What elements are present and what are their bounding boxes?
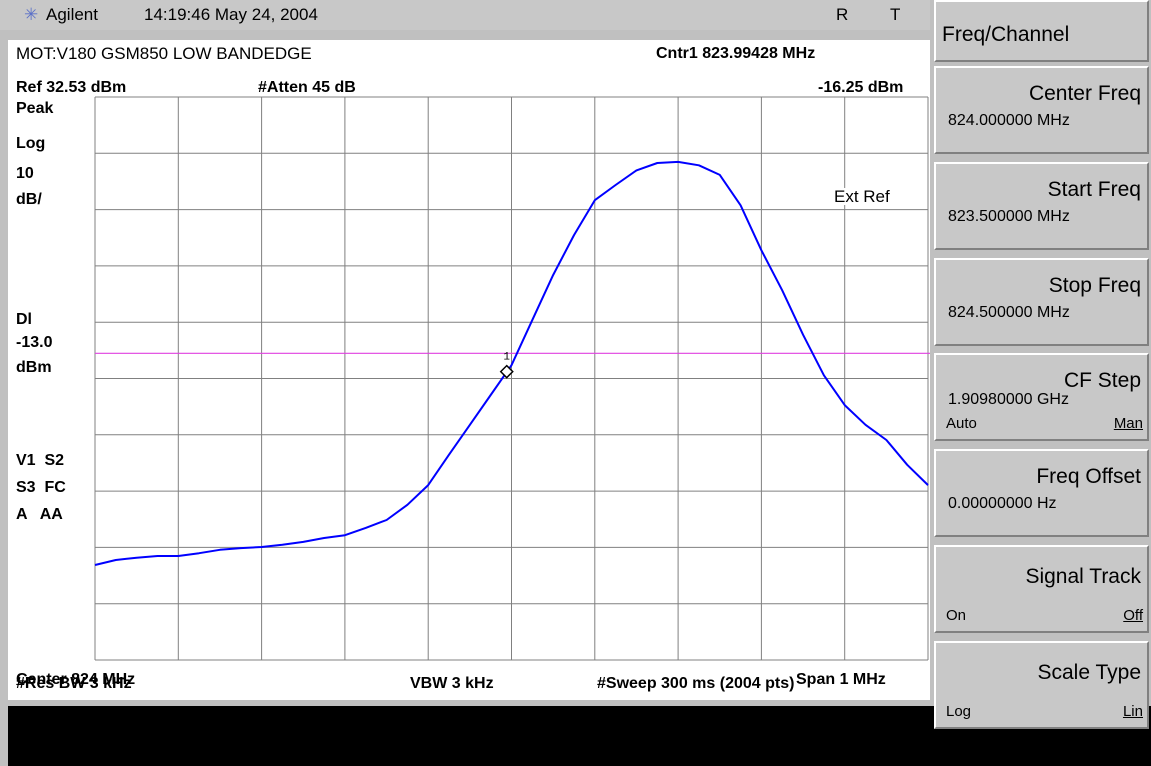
status: A AA — [16, 506, 63, 523]
softkey-value: 824.500000 MHz — [948, 304, 1070, 321]
trace-plot: 1 — [94, 96, 930, 661]
softkey[interactable]: Scale Type Log Lin — [934, 641, 1149, 729]
display: 1 MOT:V180 GSM850 LOW BANDEDGE Cntr1 823… — [8, 40, 930, 700]
marker-number: 1 — [503, 352, 510, 364]
menu-title-text: Freq/Channel — [942, 23, 1070, 46]
dl-value: -13.0 — [16, 334, 53, 351]
rbw: #Res BW 3 kHz — [16, 675, 132, 692]
dl-label: Dl — [16, 311, 32, 328]
timestamp: 14:19:46 May 24, 2004 — [144, 5, 318, 24]
softkey[interactable]: CF Step 1.90980000 GHz Auto Man — [934, 353, 1149, 441]
softkey-value: 823.500000 MHz — [948, 208, 1070, 225]
dl-unit: dBm — [16, 359, 52, 376]
softkey[interactable]: Freq Offset 0.00000000 Hz — [934, 449, 1149, 537]
softkey-option: On — [946, 607, 967, 624]
softkey[interactable]: Start Freq 823.500000 MHz — [934, 162, 1149, 250]
softkey-option: Auto — [946, 415, 977, 432]
side-label: Log — [16, 135, 46, 152]
status: S3 FC — [16, 479, 66, 496]
softkey-label: Freq Offset — [1036, 465, 1141, 488]
marker-level: -16.25 dBm — [818, 79, 904, 96]
logo: ✳ — [24, 5, 39, 24]
ref-level: Ref 32.53 dBm — [16, 79, 127, 96]
softkey-value: 1.90980000 GHz — [948, 391, 1069, 408]
menu-title: Freq/Channel — [934, 0, 1149, 62]
softkey-value: 0.00000000 Hz — [948, 495, 1057, 512]
indicator: T — [890, 5, 901, 24]
side-label: Peak — [16, 100, 54, 117]
sweep: #Sweep 300 ms (2004 pts) — [597, 675, 795, 692]
side-label: 10 — [16, 165, 34, 182]
softkey-option: Log — [946, 703, 972, 720]
title-bar: ✳ Agilent 14:19:46 May 24, 2004 R T — [0, 0, 930, 30]
softkey-label: Center Freq — [1028, 82, 1141, 105]
softkey[interactable]: Stop Freq 824.500000 MHz — [934, 258, 1149, 346]
softkey-label: CF Step — [1063, 369, 1141, 392]
softkey[interactable]: Center Freq 824.000000 MHz — [934, 66, 1149, 154]
ext-ref: Ext Ref — [834, 187, 890, 206]
softkey-option: Lin — [1122, 703, 1143, 720]
softkey-menu: Freq/Channel Center Freq 824.000000 MHz St… — [932, 0, 1151, 729]
softkey-option: Man — [1113, 415, 1143, 432]
marker — [499, 364, 514, 379]
screen-title: MOT:V180 GSM850 LOW BANDEDGE — [16, 44, 312, 63]
indicator: R — [836, 5, 849, 24]
brand: Agilent — [46, 5, 98, 24]
softkey-label: Signal Track — [1025, 565, 1141, 588]
trace — [94, 160, 929, 566]
softkey-value: 824.000000 MHz — [948, 112, 1070, 129]
vbw: VBW 3 kHz — [410, 675, 494, 692]
center-freq: Center 824 MHz — [16, 671, 136, 688]
softkey-label: Scale Type — [1037, 661, 1141, 684]
marker-freq: Cntr1 823.99428 MHz — [656, 45, 816, 62]
status: V1 S2 — [16, 452, 65, 469]
softkey-label: Start Freq — [1047, 178, 1141, 201]
softkey-option: Off — [1123, 607, 1143, 624]
softkey-label: Stop Freq — [1048, 274, 1141, 297]
span: Span 1 MHz — [796, 671, 886, 688]
side-label: dB/ — [16, 191, 42, 208]
softkey[interactable]: Signal Track On Off — [934, 545, 1149, 633]
attenuation: #Atten 45 dB — [258, 79, 356, 96]
